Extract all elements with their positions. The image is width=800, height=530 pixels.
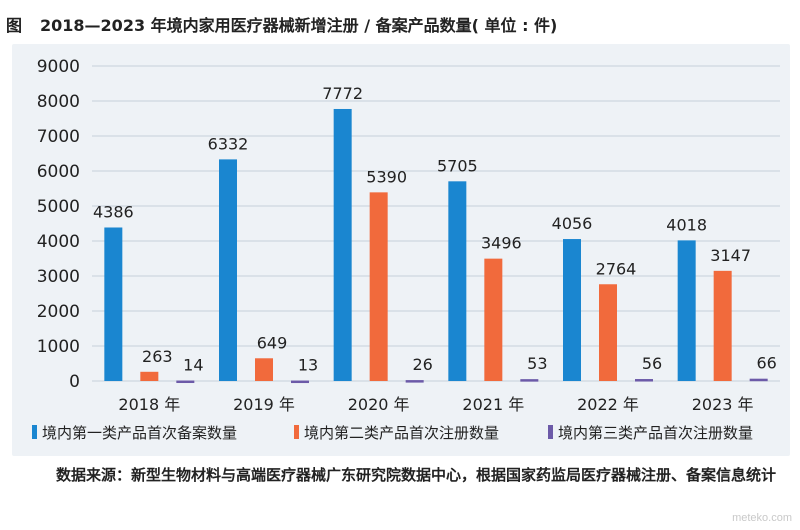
bar-chart: 0 1000 2000 3000 4000 5000 6000 7000 8000 9000 438… — [32, 57, 780, 442]
legend-label: 境内第三类产品首次注册数量 — [558, 424, 753, 442]
chart-title: 图 2018—2023 年境内家用医疗器械新增注册 / 备案产品数量( 单位 : … — [6, 12, 557, 36]
bar — [563, 239, 581, 381]
x-tick-label: 2019 年 — [233, 395, 295, 414]
data-label: 6332 — [208, 134, 249, 153]
x-tick-label: 2021 年 — [462, 395, 524, 414]
legend-label: 境内第二类产品首次注册数量 — [304, 424, 499, 442]
legend-swatch — [548, 425, 553, 439]
y-tick-label: 6000 — [37, 162, 80, 182]
x-tick-label: 2020 年 — [348, 395, 410, 414]
bar — [484, 258, 503, 381]
data-label: 3496 — [481, 234, 522, 253]
legend-swatch — [32, 425, 37, 439]
data-label: 13 — [298, 356, 318, 375]
data-label: 649 — [257, 333, 288, 352]
bar — [713, 270, 732, 381]
bar — [635, 379, 653, 382]
y-tick-label: 1000 — [37, 337, 80, 357]
data-label: 5705 — [437, 156, 478, 175]
bar — [255, 358, 273, 381]
plot-panel: 0 1000 2000 3000 4000 5000 6000 7000 8000 9000 438… — [12, 44, 790, 456]
watermark: meteko.com — [732, 512, 792, 524]
y-tick-label: 8000 — [37, 92, 80, 112]
data-label: 66 — [756, 354, 776, 373]
y-tick-label: 3000 — [37, 267, 80, 287]
data-label: 53 — [527, 354, 547, 373]
chart-title-text: 2018—2023 年境内家用医疗器械新增注册 / 备案产品数量( 单位 : 件… — [40, 16, 558, 35]
bar — [749, 378, 768, 382]
bar — [448, 181, 467, 381]
y-tick-label: 4000 — [37, 232, 80, 252]
bar — [405, 380, 424, 383]
legend-label: 境内第一类产品首次备案数量 — [42, 424, 237, 442]
legend-swatch — [294, 425, 299, 439]
y-tick-label: 2000 — [37, 302, 80, 322]
data-label: 263 — [142, 347, 173, 366]
data-label: 4018 — [666, 215, 707, 234]
y-tick-label: 5000 — [37, 197, 80, 217]
y-tick-label: 7000 — [37, 127, 80, 147]
bar — [176, 380, 195, 384]
data-label: 5390 — [366, 167, 407, 186]
bar — [140, 371, 159, 381]
bar — [333, 108, 352, 381]
bar — [104, 227, 123, 381]
bar — [520, 379, 539, 382]
data-label: 14 — [183, 356, 203, 375]
y-tick-label: 9000 — [37, 57, 80, 77]
data-label: 3147 — [710, 246, 751, 265]
bar — [291, 380, 309, 384]
source-note: 数据来源：新型生物材料与高端医疗器械广东研究院数据中心，根据国家药监局医疗器械注… — [56, 466, 777, 484]
y-tick-label: 0 — [69, 372, 80, 392]
data-label: 26 — [412, 355, 432, 374]
data-label: 2764 — [596, 259, 637, 278]
bar — [219, 159, 237, 381]
data-label: 4386 — [93, 202, 134, 221]
x-tick-label: 2022 年 — [577, 395, 639, 414]
x-tick-label: 2023 年 — [692, 395, 754, 414]
data-label: 7772 — [322, 84, 363, 103]
data-label: 56 — [642, 354, 662, 373]
figure-label: 图 — [6, 16, 23, 35]
bar — [369, 192, 388, 381]
data-label: 4056 — [552, 214, 593, 233]
bar — [677, 240, 696, 381]
bar — [599, 284, 617, 381]
x-tick-label: 2018 年 — [118, 395, 180, 414]
